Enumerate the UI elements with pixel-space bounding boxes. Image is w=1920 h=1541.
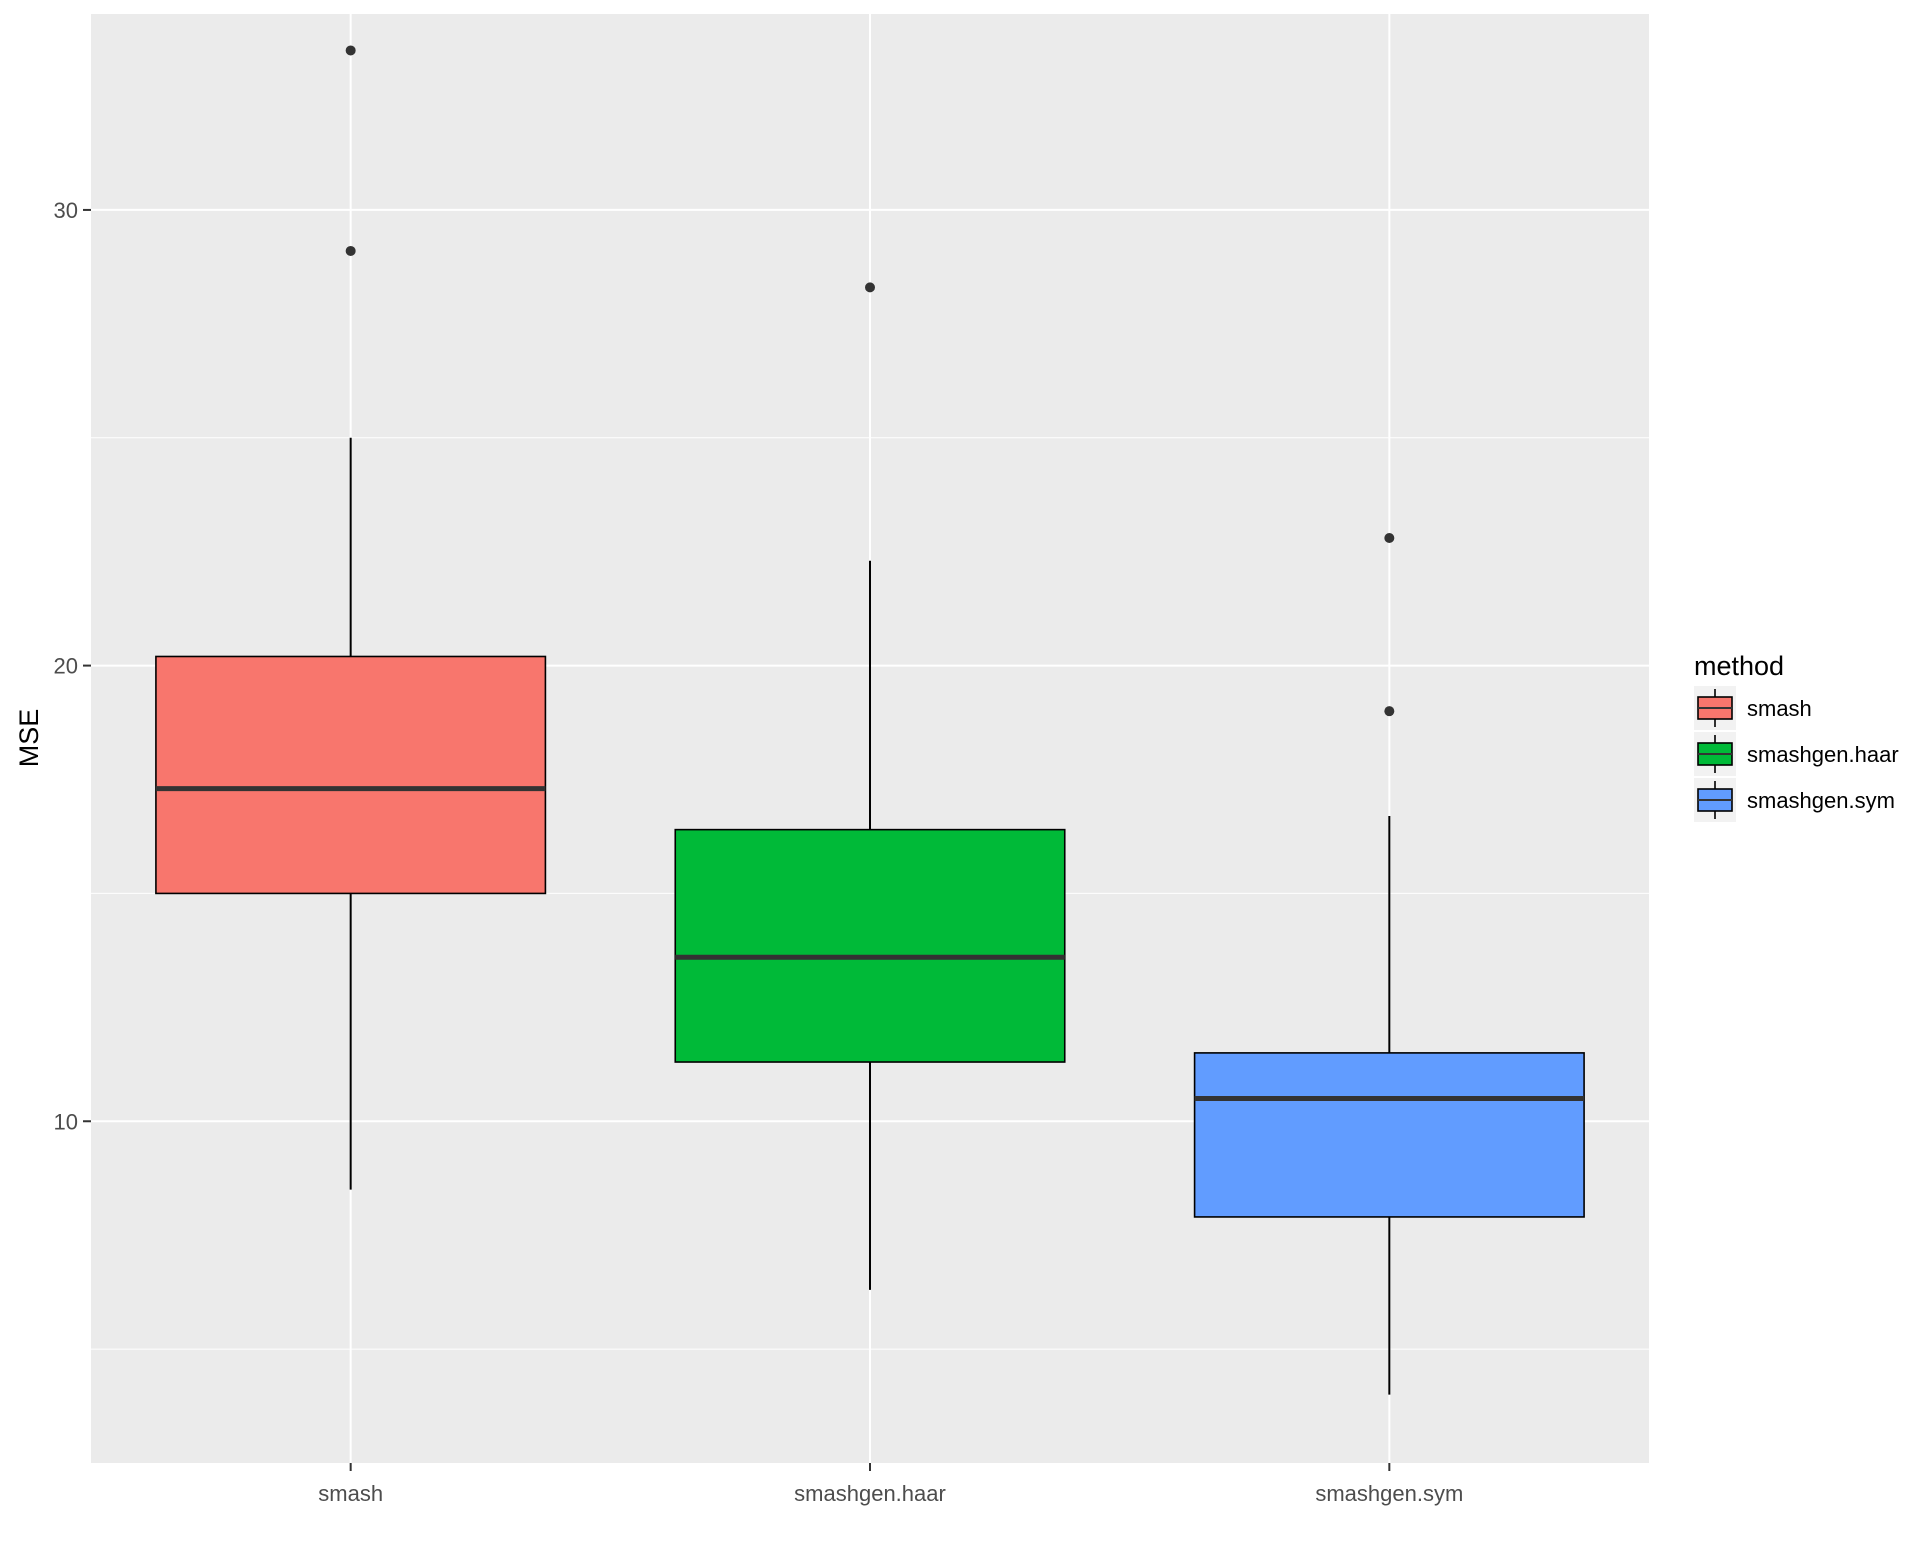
y-axis-title: MSE bbox=[14, 709, 44, 768]
x-tick-label: smashgen.haar bbox=[794, 1481, 946, 1506]
x-tick-label: smash bbox=[318, 1481, 383, 1506]
legend-entry: smashgen.haar bbox=[1694, 732, 1899, 776]
box-smashgen.sym bbox=[1193, 533, 1585, 1395]
outlier-point bbox=[1384, 706, 1395, 717]
legend-label: smashgen.sym bbox=[1747, 788, 1895, 813]
legend-label: smashgen.haar bbox=[1747, 742, 1899, 767]
outlier-point bbox=[1384, 533, 1395, 544]
outlier-point bbox=[865, 282, 875, 293]
legend-title: method bbox=[1694, 651, 1784, 681]
box-smash bbox=[155, 45, 547, 1190]
iqr-box bbox=[1193, 1052, 1585, 1218]
y-tick-label: 20 bbox=[54, 654, 78, 679]
legend: method smash smashgen.haar smashgen.sym bbox=[1694, 651, 1899, 822]
boxes bbox=[155, 45, 1585, 1395]
outlier-point bbox=[345, 245, 356, 256]
legend-label: smash bbox=[1747, 696, 1812, 721]
box-smashgen.haar bbox=[674, 282, 1066, 1290]
legend-entry: smashgen.sym bbox=[1694, 778, 1895, 822]
axes: 10 20 30 smash smashgen.haar smashgen.sym bbox=[54, 198, 1464, 1506]
y-tick-label: 30 bbox=[54, 198, 78, 223]
outlier-point bbox=[345, 45, 356, 56]
iqr-box bbox=[155, 655, 547, 895]
legend-entry: smash bbox=[1694, 686, 1812, 730]
x-tick-label: smashgen.sym bbox=[1315, 1481, 1463, 1506]
y-tick-label: 10 bbox=[54, 1109, 78, 1134]
iqr-box bbox=[674, 828, 1066, 1063]
